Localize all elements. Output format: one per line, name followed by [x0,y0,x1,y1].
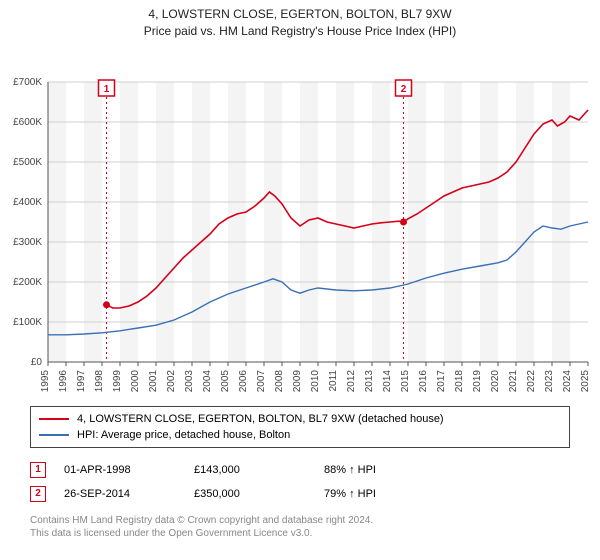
transaction-row: 2 26-SEP-2014£350,00079% ↑ HPI [30,482,570,506]
transaction-price: £143,000 [194,464,324,476]
svg-text:1995: 1995 [40,369,51,392]
svg-text:£400K: £400K [13,197,42,208]
title-subtitle: Price paid vs. HM Land Registry's House … [0,23,600,40]
svg-text:1: 1 [104,84,110,95]
svg-text:2013: 2013 [364,369,375,392]
svg-text:2002: 2002 [166,369,177,392]
svg-text:£100K: £100K [13,317,42,328]
transaction-marker: 2 [30,486,46,502]
legend-swatch [39,434,69,436]
legend-label: 4, LOWSTERN CLOSE, EGERTON, BOLTON, BL7 … [77,413,444,425]
svg-text:2001: 2001 [148,369,159,392]
svg-text:£600K: £600K [13,117,42,128]
svg-text:1997: 1997 [76,369,87,392]
transaction-price: £350,000 [194,488,324,500]
svg-text:£700K: £700K [13,77,42,88]
legend: 4, LOWSTERN CLOSE, EGERTON, BOLTON, BL7 … [30,406,570,448]
svg-text:2022: 2022 [526,369,537,392]
svg-text:2012: 2012 [346,369,357,392]
svg-text:2: 2 [401,84,407,95]
svg-text:2009: 2009 [292,369,303,392]
legend-item: 4, LOWSTERN CLOSE, EGERTON, BOLTON, BL7 … [39,411,561,427]
svg-text:2018: 2018 [454,369,465,392]
svg-text:2020: 2020 [490,369,501,392]
svg-text:2006: 2006 [238,369,249,392]
svg-text:2021: 2021 [508,369,519,392]
svg-text:2017: 2017 [436,369,447,392]
chart-title-block: 4, LOWSTERN CLOSE, EGERTON, BOLTON, BL7 … [0,0,600,40]
svg-text:2010: 2010 [310,369,321,392]
title-address: 4, LOWSTERN CLOSE, EGERTON, BOLTON, BL7 … [0,6,600,23]
svg-text:£300K: £300K [13,237,42,248]
svg-text:1999: 1999 [112,369,123,392]
svg-text:£500K: £500K [13,157,42,168]
transaction-marker: 1 [30,462,46,478]
svg-text:£200K: £200K [13,277,42,288]
transaction-row: 1 01-APR-1998£143,00088% ↑ HPI [30,458,570,482]
svg-text:2003: 2003 [184,369,195,392]
svg-text:2008: 2008 [274,369,285,392]
transaction-hpi_pct: 88% ↑ HPI [324,464,454,476]
legend-swatch [39,418,69,420]
svg-text:2015: 2015 [400,369,411,392]
svg-text:2007: 2007 [256,369,267,392]
svg-text:2019: 2019 [472,369,483,392]
svg-text:2016: 2016 [418,369,429,392]
transaction-date: 01-APR-1998 [64,464,194,476]
svg-text:2023: 2023 [544,369,555,392]
svg-text:2000: 2000 [130,369,141,392]
svg-text:2014: 2014 [382,369,393,392]
transaction-hpi_pct: 79% ↑ HPI [324,488,454,500]
svg-text:2024: 2024 [562,369,573,392]
svg-text:£0: £0 [31,357,43,368]
legend-label: HPI: Average price, detached house, Bolt… [77,429,290,441]
footer-line2: This data is licensed under the Open Gov… [30,527,570,540]
svg-text:1996: 1996 [58,369,69,392]
legend-item: HPI: Average price, detached house, Bolt… [39,427,561,443]
svg-text:2011: 2011 [328,369,339,391]
svg-text:2025: 2025 [580,369,591,392]
svg-text:2005: 2005 [220,369,231,392]
svg-text:2004: 2004 [202,369,213,392]
transaction-date: 26-SEP-2014 [64,488,194,500]
footer-line1: Contains HM Land Registry data © Crown c… [30,514,570,527]
price-chart: £0 £100K £200K £300K £400K £500K £600K £700K 199… [0,40,600,400]
transaction-table: 1 01-APR-1998£143,00088% ↑ HPI 2 26-SEP-201… [30,458,570,506]
svg-text:1998: 1998 [94,369,105,392]
footer-attribution: Contains HM Land Registry data © Crown c… [30,514,570,540]
